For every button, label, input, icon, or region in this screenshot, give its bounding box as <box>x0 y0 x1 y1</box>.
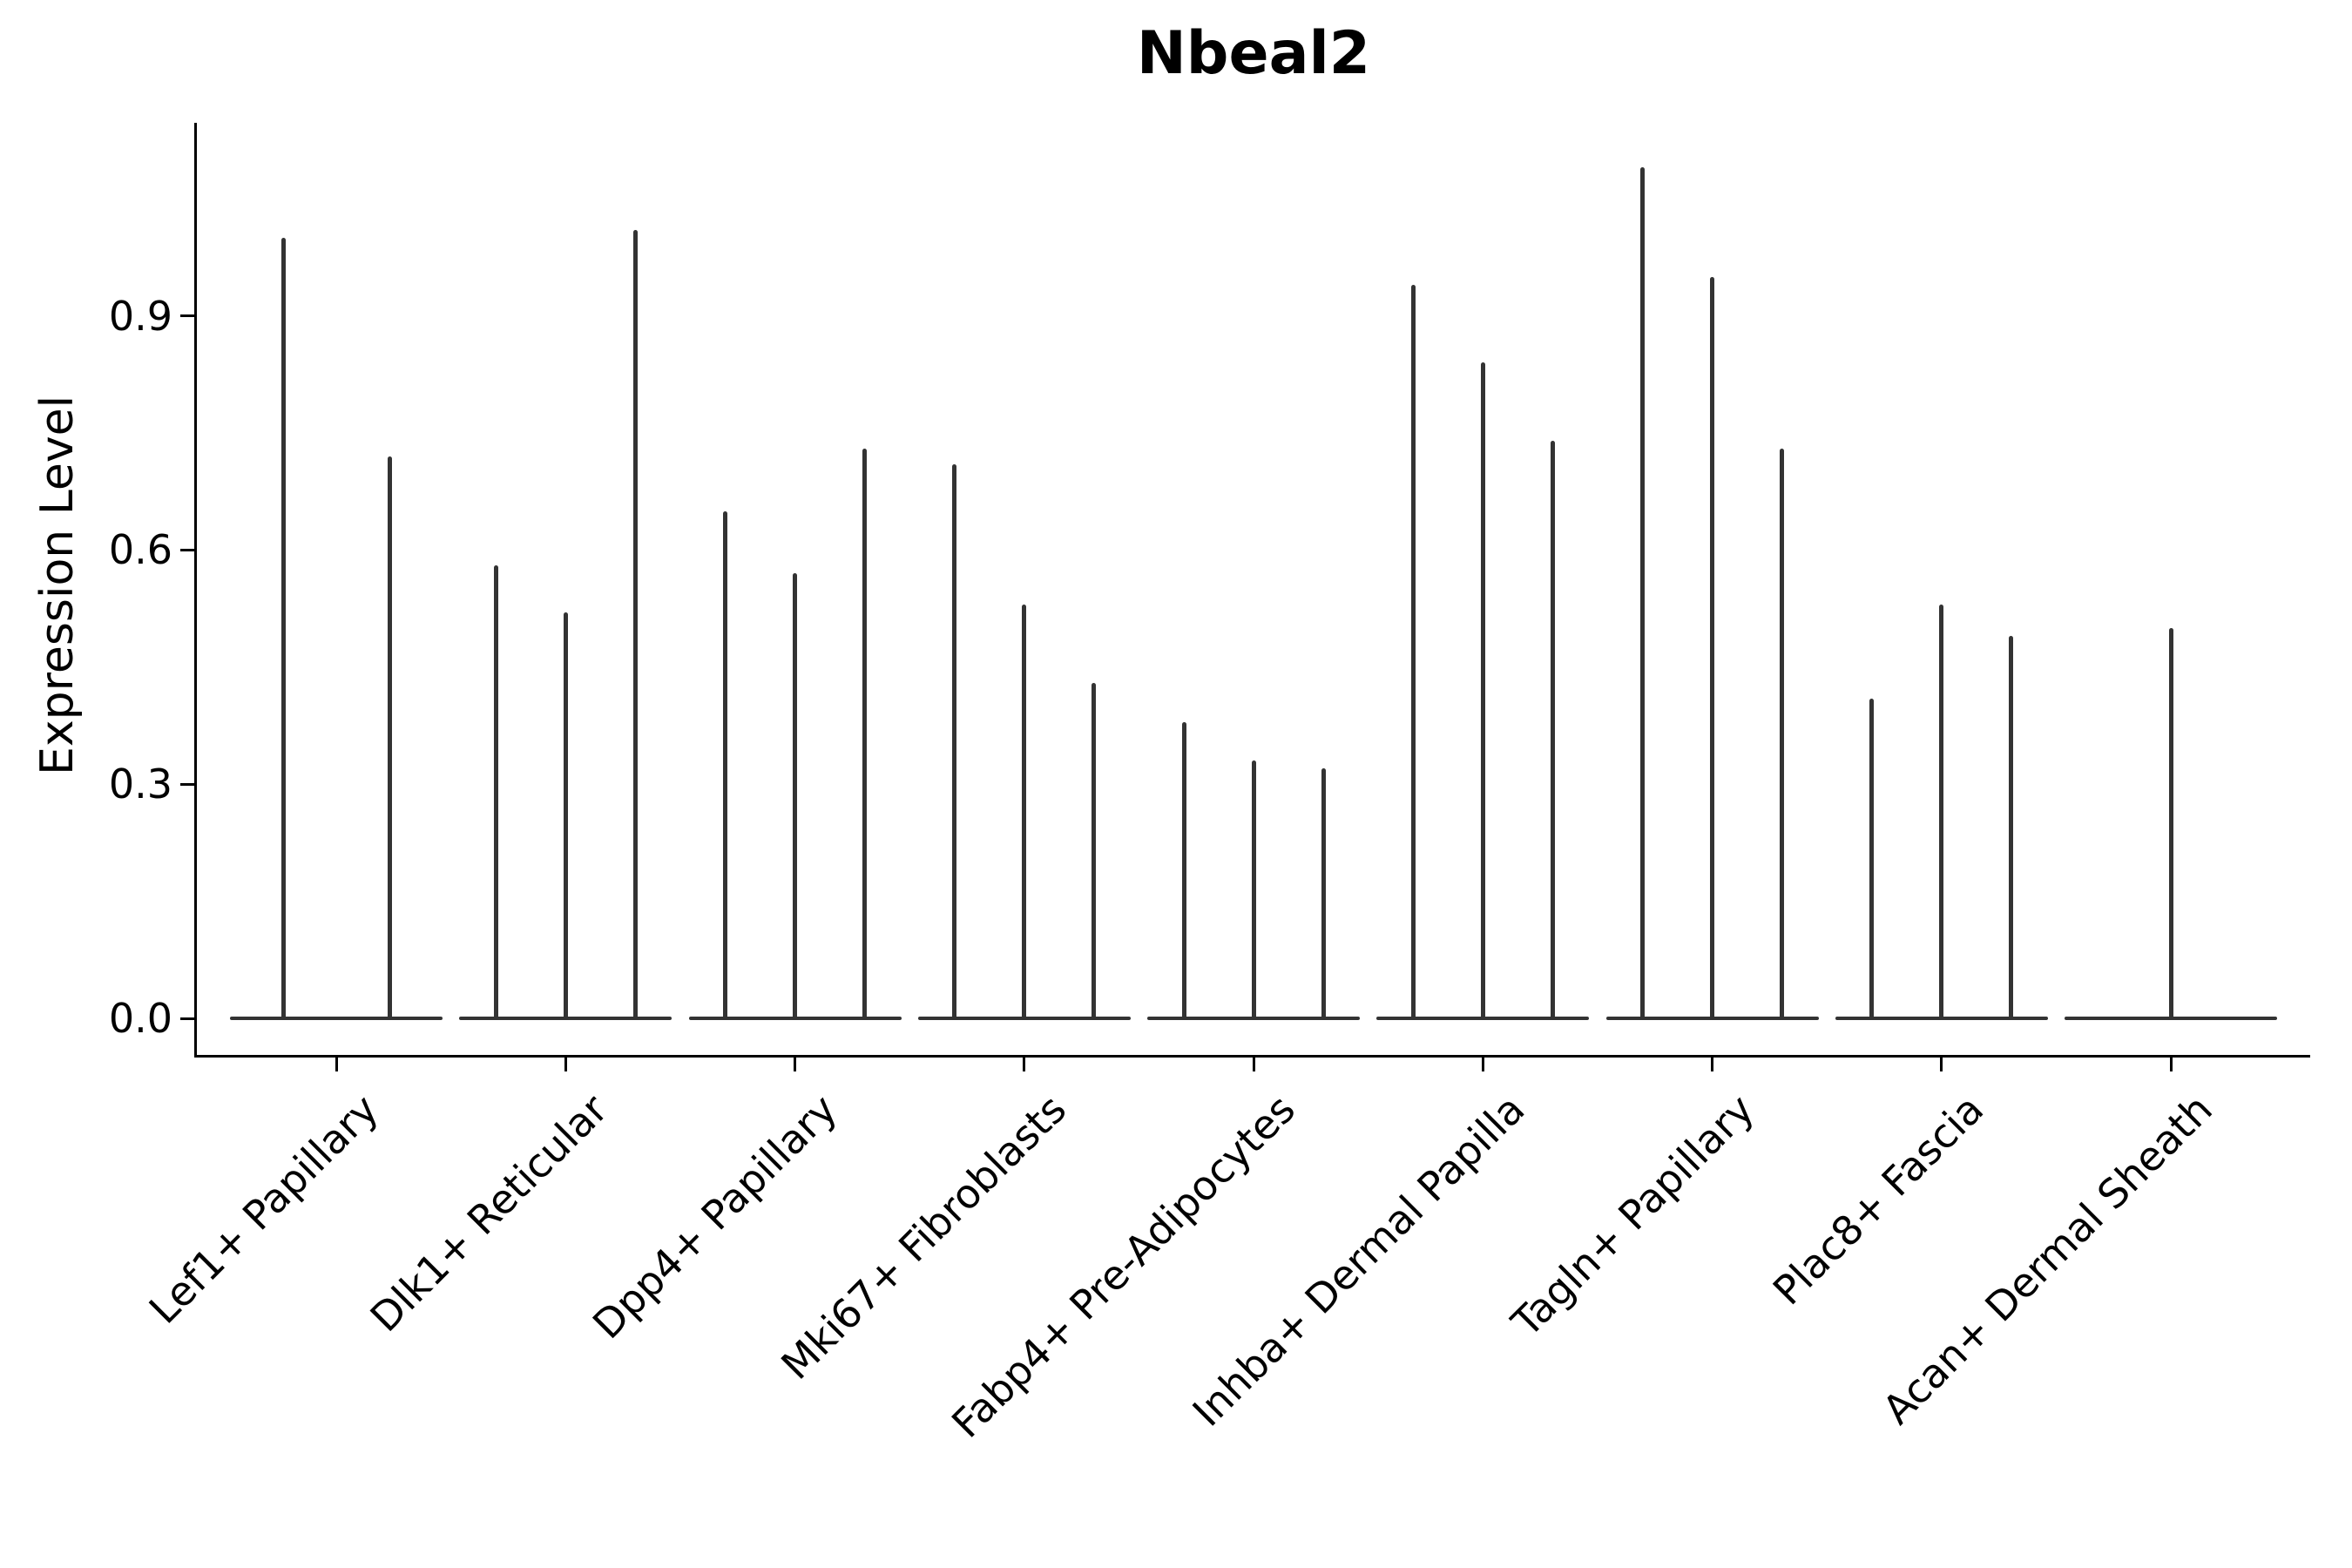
y-tick-label: 0.3 <box>108 760 172 808</box>
x-tick-label: Dpp4+ Papillary <box>583 1085 846 1348</box>
violin-spike <box>1251 760 1256 1020</box>
violin-spike <box>952 463 957 1020</box>
x-tick <box>1023 1058 1026 1071</box>
x-tick <box>794 1058 796 1071</box>
violin-spike <box>2168 628 2173 1020</box>
violin-spike <box>563 612 568 1020</box>
x-tick <box>1481 1058 1484 1071</box>
violin-spike <box>1092 682 1097 1020</box>
violin-spike <box>793 573 797 1020</box>
y-tick-label: 0.9 <box>108 292 172 340</box>
x-tick-label: Plac8+ Fascia <box>1763 1085 1992 1315</box>
x-tick <box>335 1058 338 1071</box>
violin-spike <box>862 448 867 1020</box>
violin-spike <box>280 238 286 1020</box>
x-tick-label: Dlk1+ Reticular <box>361 1085 617 1342</box>
violin-spike <box>1480 362 1485 1020</box>
violin-spike <box>1939 605 1944 1020</box>
violin-spike <box>387 456 392 1020</box>
violin-spike <box>632 230 638 1020</box>
y-tick-label: 0.6 <box>108 526 172 574</box>
x-tick-label: Lef1+ Papillary <box>139 1085 388 1333</box>
x-tick-label: Tagln+ Papillary <box>1502 1085 1763 1346</box>
violin-spike <box>1181 721 1186 1020</box>
x-axis-spine <box>194 1055 2310 1058</box>
violin-spike <box>1869 698 1875 1020</box>
x-tick <box>1940 1058 1943 1071</box>
x-tick <box>1252 1058 1255 1071</box>
y-tick <box>180 548 194 551</box>
y-tick <box>180 1017 194 1020</box>
y-axis-spine <box>194 123 197 1058</box>
y-tick <box>180 782 194 786</box>
violin-spike <box>493 565 498 1020</box>
x-tick <box>564 1058 567 1071</box>
violin-spike <box>2009 635 2014 1020</box>
page-title: Nbeal2 <box>1136 19 1371 88</box>
y-axis-label: Expression Level <box>31 395 84 776</box>
violin-spike <box>723 510 727 1020</box>
violin-spike <box>1410 284 1416 1020</box>
violin-spike <box>1550 440 1555 1020</box>
violin-spike <box>1780 448 1784 1020</box>
violin-spike <box>1710 276 1714 1020</box>
x-tick <box>1711 1058 1713 1071</box>
x-tick <box>2169 1058 2173 1071</box>
y-tick <box>180 314 194 318</box>
violin-spike <box>1640 167 1645 1020</box>
y-tick-label: 0.0 <box>108 995 172 1042</box>
violin-base <box>230 1017 443 1020</box>
violin-spike <box>1022 605 1027 1020</box>
violin-spike <box>1321 768 1326 1020</box>
